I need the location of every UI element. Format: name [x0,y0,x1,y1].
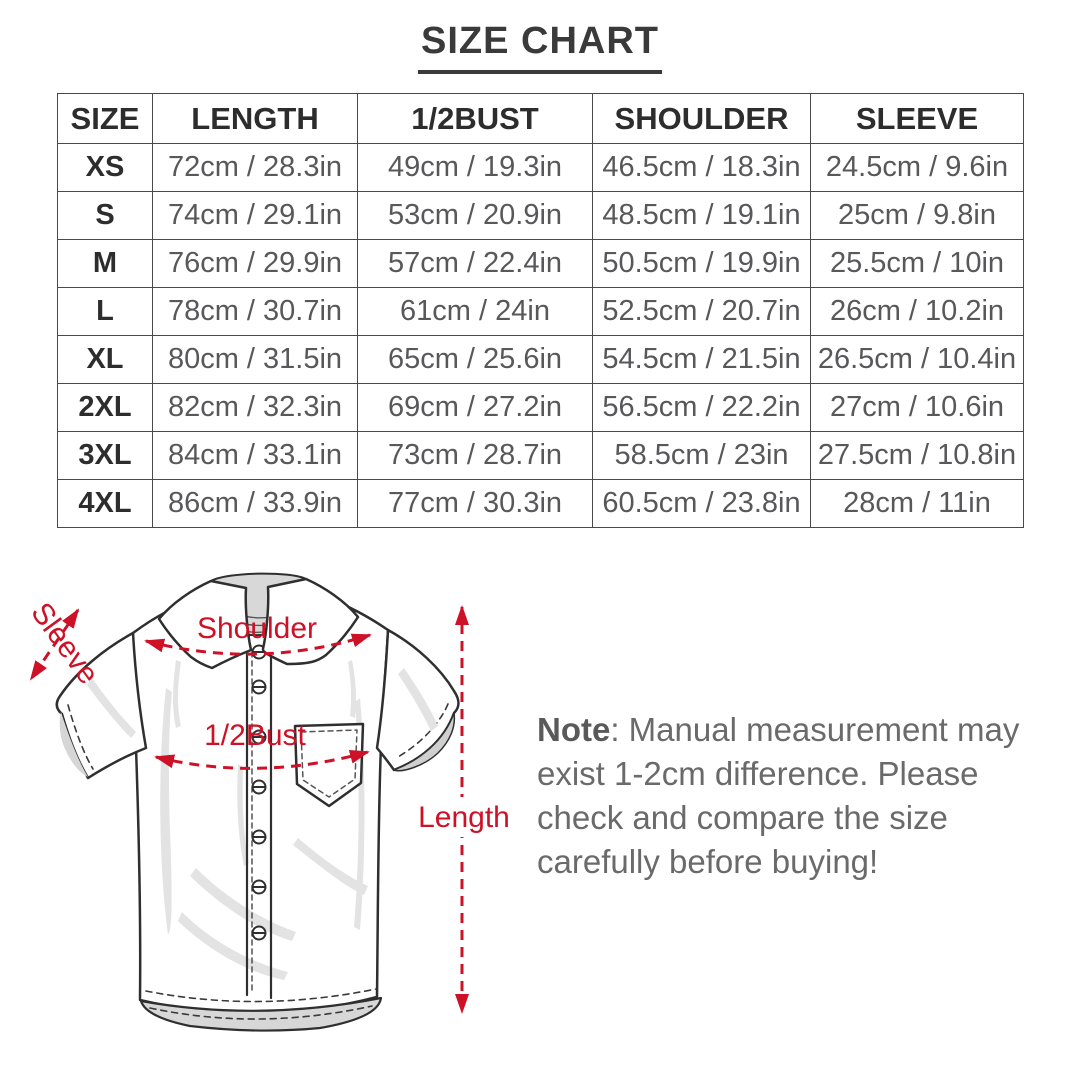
size-cell: S [57,191,153,240]
measurement-cell: 27cm / 10.6in [810,383,1024,432]
measurement-cell: 72cm / 28.3in [152,143,358,192]
shirt-hem [139,996,383,1032]
size-cell: M [57,239,153,288]
note-line1-rest: : Manual measurement may [610,711,1020,748]
measurement-cell: 28cm / 11in [810,479,1024,528]
table-row: S 74cm / 29.1in 53cm / 20.9in 48.5cm / 19.1… [57,191,1024,240]
note-line: exist 1-2cm difference. Please [537,755,979,792]
length-label: Length [418,801,510,834]
table-row: M 76cm / 29.9in 57cm / 22.4in 50.5cm / 19.9… [57,239,1024,288]
measurement-cell: 58.5cm / 23in [592,431,811,480]
size-cell: L [57,287,153,336]
measurement-cell: 82cm / 32.3in [152,383,358,432]
note-line: Note: Manual measurement may [537,708,1037,752]
column-header: SLEEVE [810,93,1024,144]
measurement-cell: 26.5cm / 10.4in [810,335,1024,384]
page-title: SIZE CHART [418,20,662,74]
hem-stitch-top [145,988,377,1003]
sleeve-arrow [29,608,80,681]
table-row: 3XL 84cm / 33.1in 73cm / 28.7in 58.5cm / 23… [57,431,1024,480]
note-line: carefully before buying! [537,843,879,880]
shoulder-label: Shoulder [197,612,317,645]
measurement-cell: 80cm / 31.5in [152,335,358,384]
note-line: check and compare the size [537,799,948,836]
right-sleeve [375,628,460,772]
measurement-cell: 50.5cm / 19.9in [592,239,811,288]
length-label-background [419,797,509,837]
shirt-diagram: Sleeve Shoulder 1/2Bust Length [24,572,510,1032]
size-cell: XL [57,335,153,384]
title-wrap: SIZE CHART [0,20,1080,74]
measurement-cell: 74cm / 29.1in [152,191,358,240]
measurement-cell: 57cm / 22.4in [357,239,593,288]
wrinkle-shading [160,660,368,980]
measurement-cell: 69cm / 27.2in [357,383,593,432]
measurement-cell: 60.5cm / 23.8in [592,479,811,528]
table-row: XS 72cm / 28.3in 49cm / 19.3in 46.5cm / 18.… [57,143,1024,192]
measurement-cell: 86cm / 33.9in [152,479,358,528]
column-header: SHOULDER [592,93,811,144]
measurement-cell: 73cm / 28.7in [357,431,593,480]
measurement-cell: 77cm / 30.3in [357,479,593,528]
measurement-cell: 54.5cm / 21.5in [592,335,811,384]
table-header-row: SIZE LENGTH 1/2BUST SHOULDER SLEEVE [57,93,1024,144]
measurement-cell: 27.5cm / 10.8in [810,431,1024,480]
size-cell: 4XL [57,479,153,528]
measurement-cell: 26cm / 10.2in [810,287,1024,336]
table-row: XL 80cm / 31.5in 65cm / 25.6in 54.5cm / 21.… [57,335,1024,384]
measurement-cell: 49cm / 19.3in [357,143,593,192]
measurement-cell: 84cm / 33.1in [152,431,358,480]
column-header: SIZE [57,93,153,144]
size-table: SIZE LENGTH 1/2BUST SHOULDER SLEEVE XS 72cm /… [57,93,1024,528]
column-header: LENGTH [152,93,358,144]
measurement-cell: 25cm / 9.8in [810,191,1024,240]
size-cell: 2XL [57,383,153,432]
measurement-cell: 65cm / 25.6in [357,335,593,384]
left-sleeve [55,631,148,780]
measurement-cell: 53cm / 20.9in [357,191,593,240]
measurement-cell: 56.5cm / 22.2in [592,383,811,432]
table-body: XS 72cm / 28.3in 49cm / 19.3in 46.5cm / 18.… [57,143,1024,528]
measurement-cell: 78cm / 30.7in [152,287,358,336]
half-bust-label: 1/2Bust [204,719,306,752]
measurement-cell: 52.5cm / 20.7in [592,287,811,336]
column-header: 1/2BUST [357,93,593,144]
hem-stitch-bottom [149,1005,373,1020]
measurement-cell: 46.5cm / 18.3in [592,143,811,192]
sleeve-label: Sleeve [24,597,105,691]
measurement-cell: 25.5cm / 10in [810,239,1024,288]
table-row: 4XL 86cm / 33.9in 77cm / 30.3in 60.5cm / 23… [57,479,1024,528]
measurement-cell: 76cm / 29.9in [152,239,358,288]
size-cell: 3XL [57,431,153,480]
measurement-cell: 61cm / 24in [357,287,593,336]
note-text: Note: Manual measurement may exist 1-2cm… [537,708,1037,884]
table-row: L 78cm / 30.7in 61cm / 24in 52.5cm / 20.7in… [57,287,1024,336]
table-row: 2XL 82cm / 32.3in 69cm / 27.2in 56.5cm / 22… [57,383,1024,432]
size-cell: XS [57,143,153,192]
measurement-cell: 24.5cm / 9.6in [810,143,1024,192]
measurement-cell: 48.5cm / 19.1in [592,191,811,240]
note-label: Note [537,711,611,748]
half-bust-arrow [154,749,370,770]
